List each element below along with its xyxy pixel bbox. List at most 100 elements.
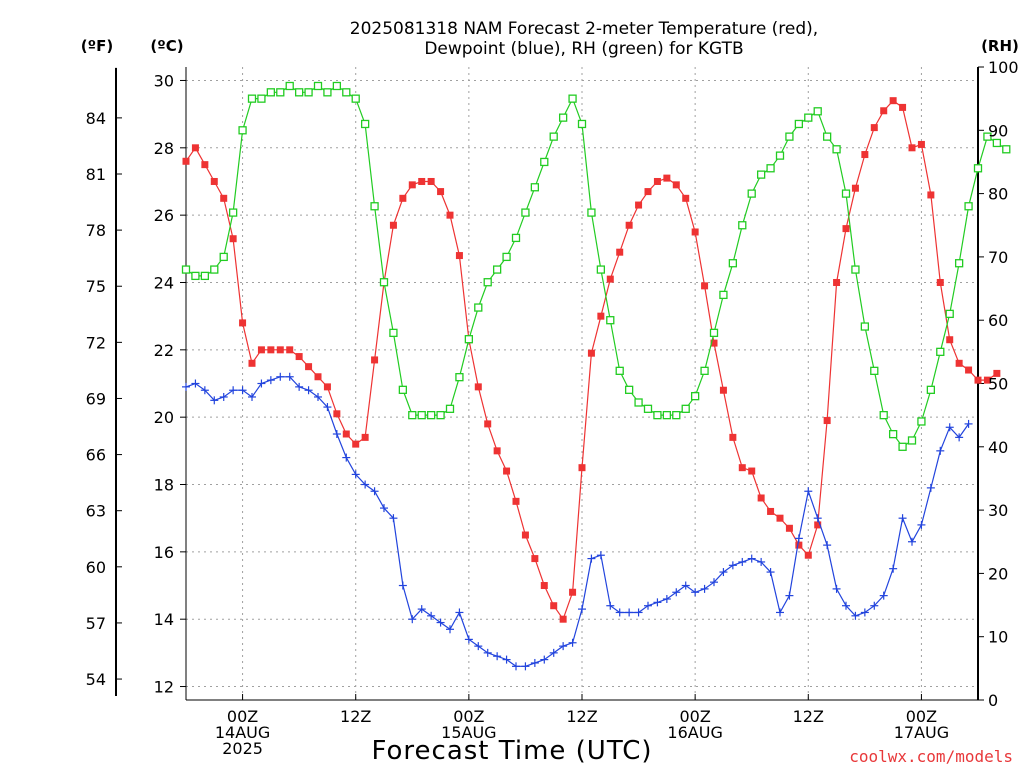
temperature-point <box>974 376 982 384</box>
series-layer <box>181 81 1011 671</box>
temperature-point <box>503 467 511 475</box>
rh-point <box>417 410 426 420</box>
temperature-point <box>842 225 850 233</box>
rh-series-line <box>185 85 1007 448</box>
temperature-point <box>880 107 888 115</box>
temperature-point <box>804 551 812 559</box>
temperature-point <box>427 177 435 185</box>
rh-point <box>219 252 228 262</box>
temperature-point <box>201 161 209 169</box>
dewpoint-point <box>276 372 285 381</box>
temperature-point <box>946 336 954 344</box>
dewpoint-point <box>502 655 511 664</box>
temperature-point <box>663 174 671 182</box>
dewpoint-point <box>474 642 483 651</box>
rh-point <box>917 417 926 426</box>
temperature-point <box>512 497 520 505</box>
temperature-point <box>672 181 680 189</box>
rh-point <box>738 221 747 230</box>
rh-point <box>568 94 577 103</box>
temperature-point <box>701 282 709 290</box>
rh-point <box>624 385 634 394</box>
dewpoint-point <box>332 430 341 439</box>
rh-point <box>973 164 983 173</box>
temperature-point <box>191 144 199 152</box>
temperature-point <box>455 252 463 260</box>
dewpoint-point <box>257 379 266 388</box>
rh-point <box>964 202 973 211</box>
dewpoint-point <box>851 611 860 620</box>
temperature-point <box>785 524 793 532</box>
temperature-point <box>851 184 859 192</box>
dewpoint-point <box>182 382 190 391</box>
rh-point <box>634 398 643 407</box>
temperature-point <box>908 144 916 152</box>
rh-point <box>370 202 379 211</box>
celsius-tick-label: 26 <box>154 206 174 225</box>
dewpoint-series-line <box>185 376 970 667</box>
temperature-point <box>286 346 294 354</box>
temperature-point <box>276 346 284 354</box>
rh-point <box>596 265 606 274</box>
dewpoint-point <box>304 386 313 395</box>
dewpoint-point <box>710 578 718 587</box>
temperature-point <box>889 97 897 105</box>
rh-point <box>200 271 210 281</box>
dewpoint-point <box>606 601 615 610</box>
rh-point <box>983 132 992 141</box>
dewpoint-point <box>672 588 681 597</box>
dewpoint-point <box>446 625 454 634</box>
dewpoint-point <box>955 433 964 442</box>
temperature-point <box>955 359 963 367</box>
rh-tick-label: 0 <box>988 691 998 710</box>
dewpoint-point <box>229 386 238 395</box>
dewpoint-point <box>417 605 426 614</box>
dewpoint-point <box>964 419 973 428</box>
rh-point <box>954 259 964 268</box>
rh-point <box>615 366 624 375</box>
rh-point <box>445 404 455 413</box>
x-tick-label: 00Z <box>679 707 710 726</box>
rh-point <box>398 385 408 394</box>
rh-point <box>766 164 775 173</box>
rh-unit-label: (RH) <box>981 37 1019 55</box>
temperature-point <box>559 615 567 623</box>
x-tick-label: 2025 <box>222 739 263 758</box>
dewpoint-point <box>530 658 539 667</box>
rh-point <box>577 119 587 129</box>
rh-tick-label: 10 <box>988 628 1008 647</box>
rh-point <box>813 107 822 116</box>
temperature-point <box>550 602 558 610</box>
temperature-point <box>314 373 322 381</box>
x-tick-label: 17AUG <box>894 723 949 742</box>
dewpoint-point <box>738 557 747 566</box>
rh-tick-label: 50 <box>988 375 1008 394</box>
rh-point <box>653 410 662 420</box>
rh-point <box>379 278 389 287</box>
temperature-point <box>540 582 548 590</box>
rh-point <box>898 442 907 451</box>
rh-point <box>822 132 832 141</box>
temperature-point <box>776 514 784 522</box>
celsius-tick-label: 20 <box>154 408 174 427</box>
rh-point <box>455 373 464 382</box>
rh-point <box>643 404 653 413</box>
fahrenheit-tick-label: 54 <box>86 670 106 689</box>
dewpoint-point <box>559 642 568 651</box>
dewpoint-point <box>351 470 360 479</box>
dewpoint-point <box>361 480 370 489</box>
rh-point <box>228 208 238 217</box>
rh-point <box>426 410 436 420</box>
rh-point <box>540 157 549 167</box>
rh-tick-label: 80 <box>988 185 1008 204</box>
temperature-point <box>965 366 973 374</box>
temperature-point <box>267 346 275 354</box>
fahrenheit-tick-label: 75 <box>86 277 106 296</box>
temperature-point <box>833 278 841 286</box>
temperature-point <box>418 177 426 185</box>
rh-point <box>304 88 313 97</box>
rh-point <box>342 88 351 97</box>
rh-point <box>389 328 398 338</box>
dewpoint-point <box>776 608 784 617</box>
